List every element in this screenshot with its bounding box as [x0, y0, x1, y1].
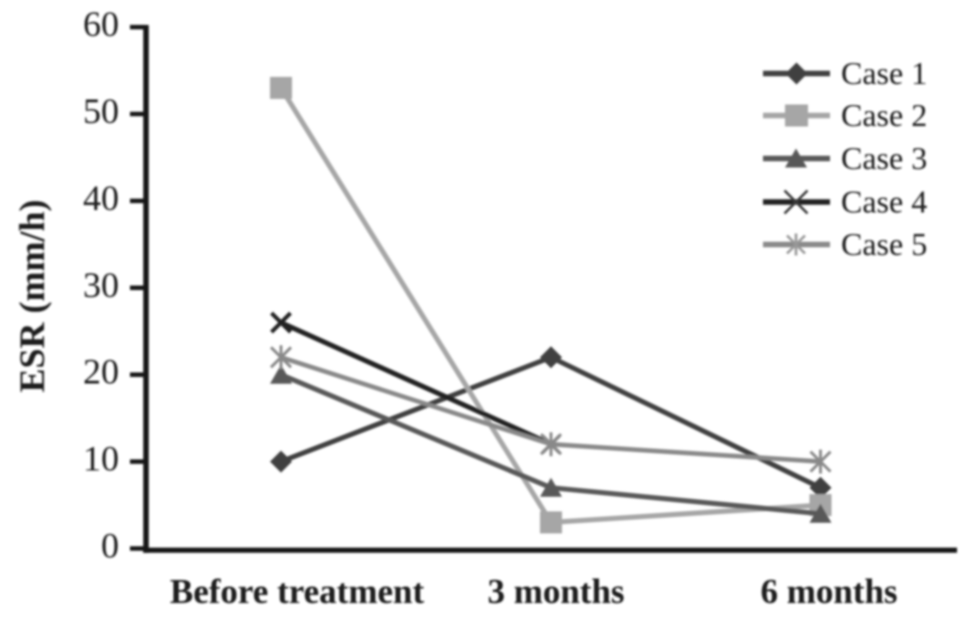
svg-text:10: 10: [83, 439, 119, 479]
svg-text:60: 60: [83, 4, 119, 44]
svg-text:3 months: 3 months: [487, 572, 624, 611]
svg-text:Case 3: Case 3: [841, 140, 927, 176]
svg-text:Case 5: Case 5: [841, 226, 927, 262]
svg-text:20: 20: [83, 352, 119, 392]
svg-text:Case 2: Case 2: [841, 97, 927, 133]
svg-text:Case 4: Case 4: [841, 184, 927, 220]
svg-text:Case 1: Case 1: [841, 55, 927, 91]
svg-text:0: 0: [101, 526, 119, 566]
svg-text:Before treatment: Before treatment: [170, 572, 425, 611]
svg-text:40: 40: [83, 178, 119, 218]
svg-text:50: 50: [83, 91, 119, 131]
svg-text:6 months: 6 months: [760, 572, 897, 611]
svg-text:ESR (mm/h): ESR (mm/h): [12, 199, 52, 392]
svg-text:30: 30: [83, 265, 119, 305]
